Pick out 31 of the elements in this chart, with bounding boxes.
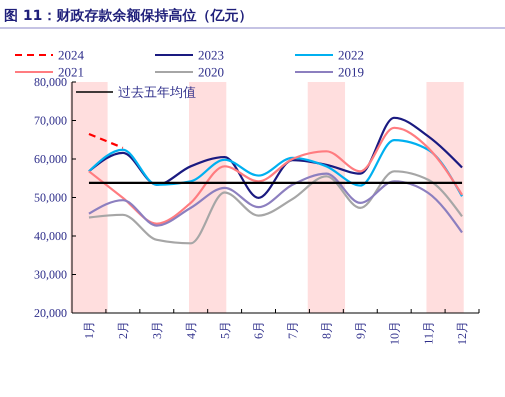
y-tick-label: 80,000 bbox=[34, 75, 67, 90]
y-tick-label: 40,000 bbox=[34, 229, 67, 244]
y-tick-label: 20,000 bbox=[34, 306, 67, 320]
chart-title: 图 11：财政存款余额保持高位（亿元） bbox=[4, 7, 252, 24]
x-tick-label: 2月 bbox=[116, 321, 130, 339]
line-series bbox=[88, 116, 464, 199]
x-tick-label: 7月 bbox=[286, 321, 300, 339]
line-series bbox=[88, 126, 464, 225]
x-tick-label: 1月 bbox=[82, 321, 96, 339]
y-tick-label: 50,000 bbox=[34, 190, 67, 205]
x-tick-label: 4月 bbox=[184, 321, 198, 339]
legend-label: 2023 bbox=[198, 48, 224, 63]
legend-label: 2022 bbox=[338, 48, 364, 63]
line-series bbox=[88, 139, 464, 198]
y-tick-label: 70,000 bbox=[34, 114, 67, 128]
x-tick-label: 12月 bbox=[455, 321, 470, 345]
legend-label: 过去五年均值 bbox=[118, 86, 196, 101]
y-tick-label: 30,000 bbox=[34, 268, 67, 282]
x-tick-label: 6月 bbox=[252, 321, 266, 339]
x-tick-label: 5月 bbox=[218, 321, 232, 339]
x-tick-label: 10月 bbox=[387, 321, 402, 345]
x-tick-label: 11月 bbox=[421, 321, 436, 345]
x-tick-label: 8月 bbox=[320, 321, 334, 339]
y-tick-label: 60,000 bbox=[34, 152, 67, 166]
x-tick-label: 9月 bbox=[353, 321, 368, 339]
line-series bbox=[88, 172, 464, 234]
legend-label: 2019 bbox=[338, 64, 364, 80]
line-series bbox=[88, 170, 464, 244]
x-tick-label: 3月 bbox=[150, 321, 164, 339]
legend-label: 2020 bbox=[198, 64, 224, 80]
legend-label: 2024 bbox=[58, 48, 84, 63]
